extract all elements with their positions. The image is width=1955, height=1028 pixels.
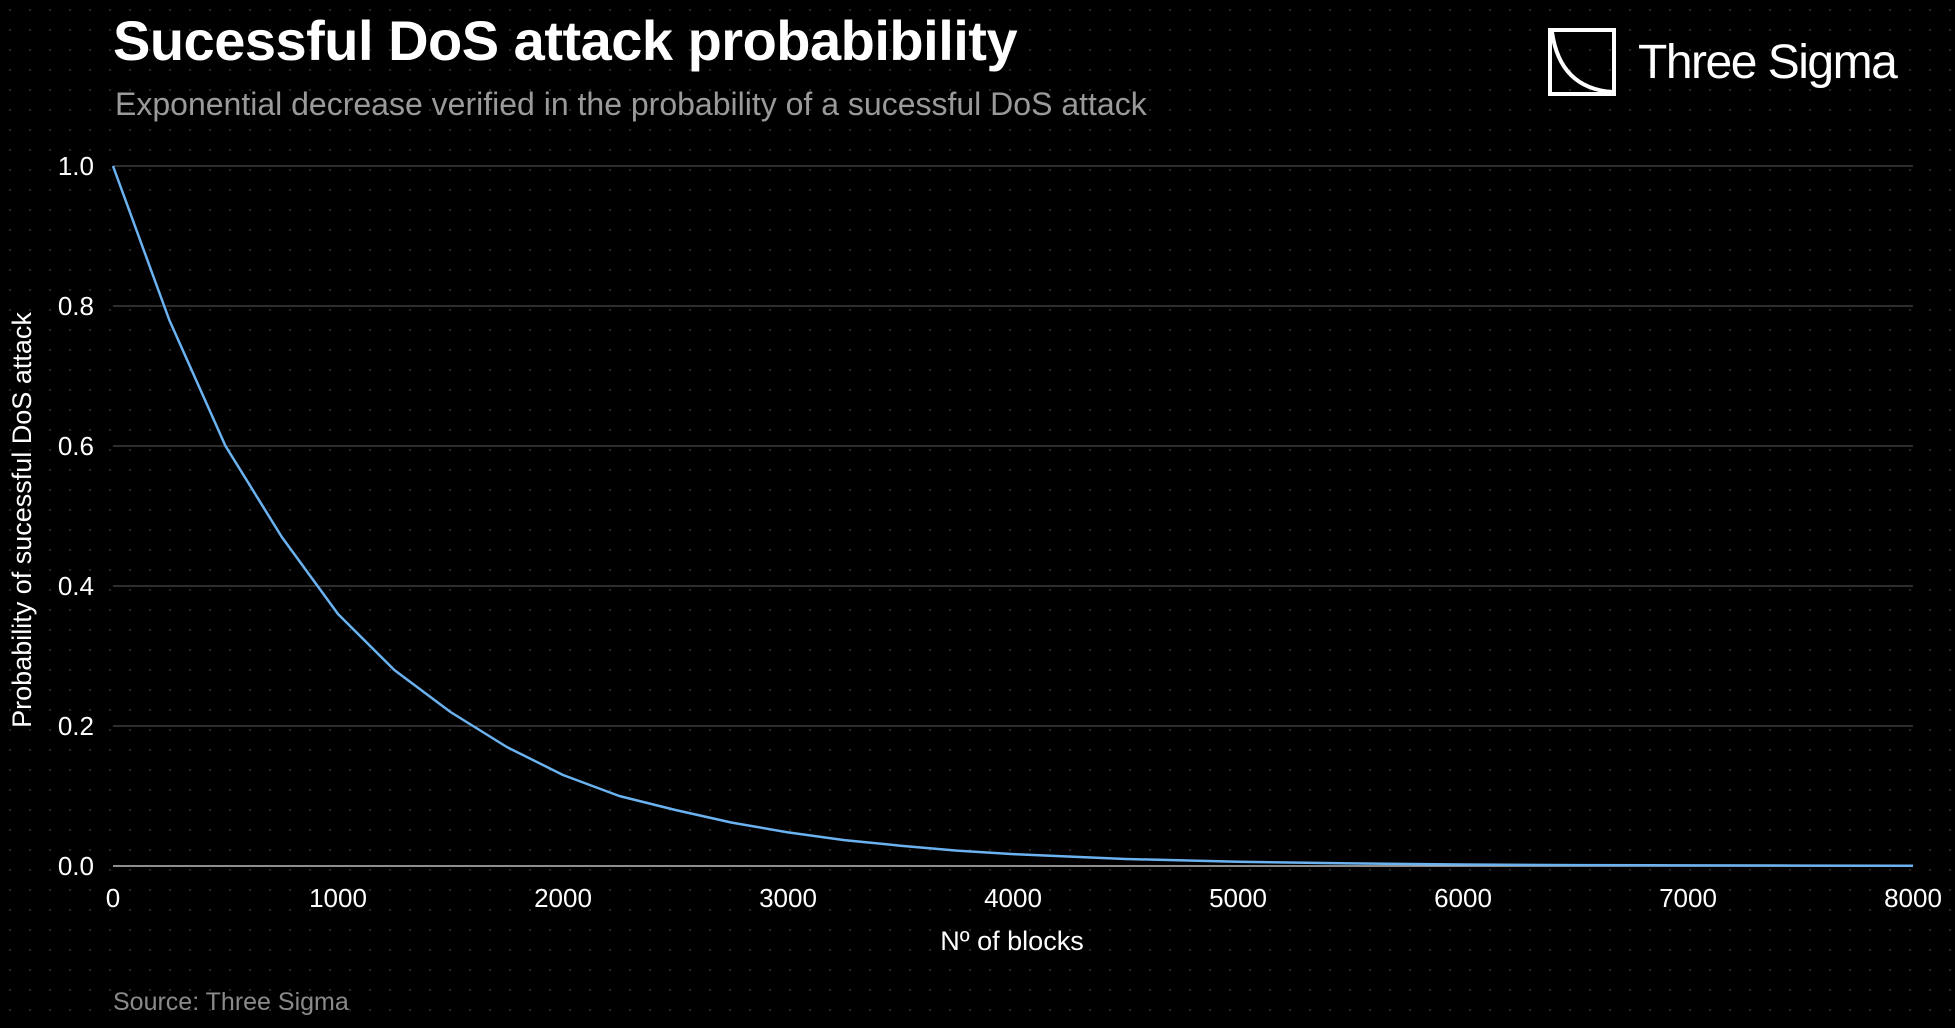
brand-name: Three Sigma: [1638, 35, 1898, 89]
x-tick-label: 0: [106, 883, 120, 913]
y-tick-label: 0.6: [58, 431, 94, 461]
x-tick-label: 3000: [759, 883, 817, 913]
chart-title: Sucessful DoS attack probabibility: [113, 9, 1018, 72]
y-tick-label: 0.8: [58, 291, 94, 321]
x-tick-label: 5000: [1209, 883, 1267, 913]
x-tick-label: 4000: [984, 883, 1042, 913]
y-axis-ticks: 0.0 0.2 0.4 0.6 0.8 1.0: [58, 151, 94, 881]
x-tick-label: 8000: [1884, 883, 1942, 913]
x-tick-label: 7000: [1659, 883, 1717, 913]
y-tick-label: 0.0: [58, 851, 94, 881]
y-tick-label: 0.2: [58, 711, 94, 741]
series-layer: [111, 165, 1914, 868]
x-tick-label: 2000: [534, 883, 592, 913]
x-tick-label: 1000: [309, 883, 367, 913]
x-axis-ticks: 0 1000 2000 3000 4000 5000 6000 7000 8000: [106, 883, 1942, 913]
y-tick-label: 1.0: [58, 151, 94, 181]
y-tick-label: 0.4: [58, 571, 94, 601]
series-line: [111, 165, 1914, 868]
y-axis-label: Probability of sucessful DoS attack: [7, 312, 37, 728]
three-sigma-logo-icon: [1548, 28, 1616, 96]
x-axis-label: Nº of blocks: [940, 926, 1083, 956]
grid-lines: [113, 165, 1913, 867]
brand-logo: Three Sigma: [1548, 28, 1898, 96]
source-note: Source: Three Sigma: [113, 988, 349, 1016]
x-tick-label: 6000: [1434, 883, 1492, 913]
chart-subtitle: Exponential decrease verified in the pro…: [115, 86, 1147, 122]
